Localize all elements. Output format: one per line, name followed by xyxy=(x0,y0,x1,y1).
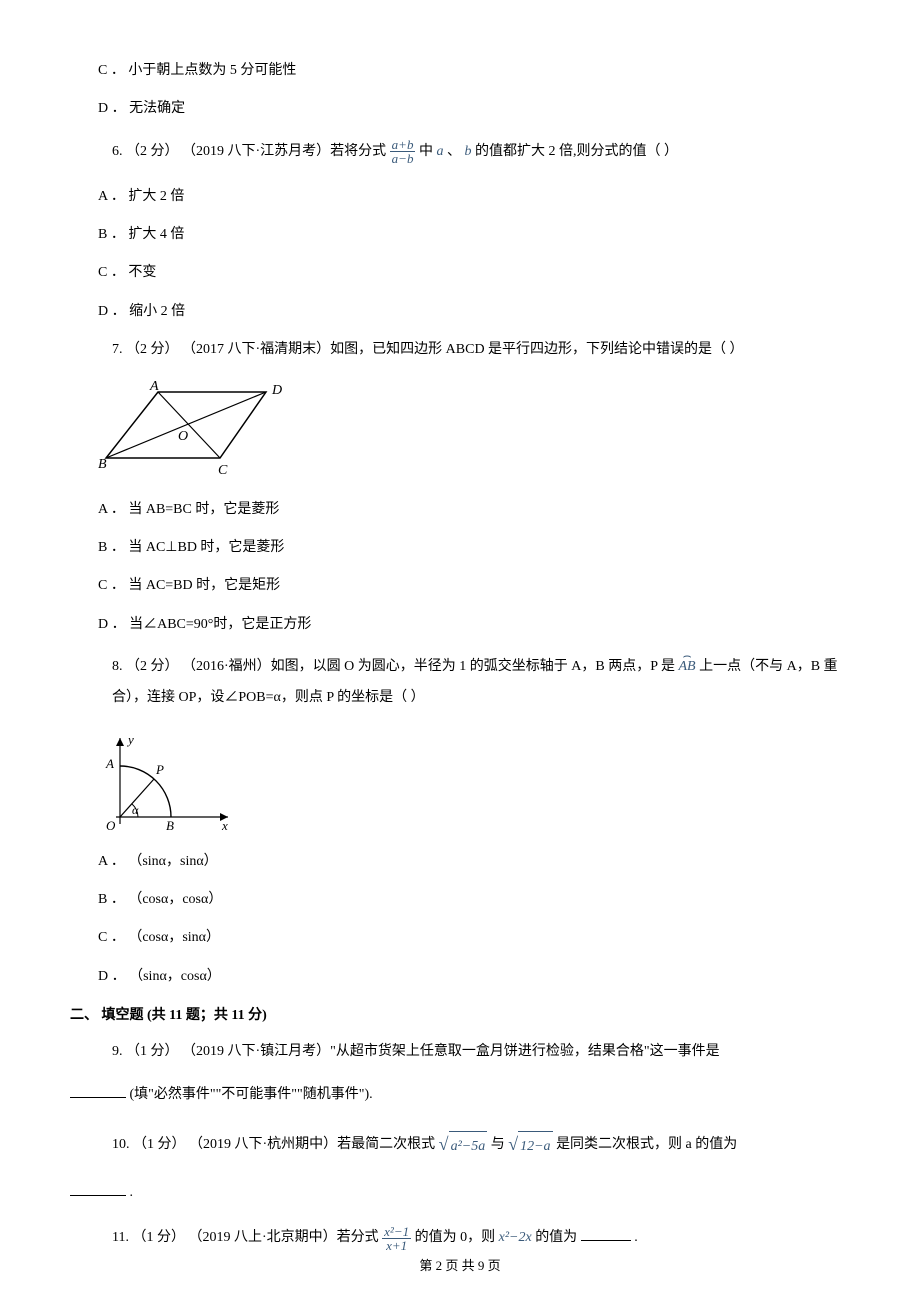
q10-line2: . xyxy=(70,1182,850,1201)
q6-var-b: b xyxy=(464,144,471,159)
q11-blank xyxy=(581,1227,631,1241)
q8-option-a: A ． （sinα，sinα） xyxy=(70,851,850,873)
svg-text:B: B xyxy=(166,818,174,832)
q10-sqrt1: √a²−5a xyxy=(439,1125,488,1165)
q7-option-d: D ． 当∠ABC=90°时，它是正方形 xyxy=(70,614,850,636)
q10-stem-post: 是同类二次根式，则 a 的值为 xyxy=(556,1137,737,1152)
svg-text:O: O xyxy=(178,429,188,444)
q11-expr: x²−2x xyxy=(499,1230,532,1245)
q6-var-a: a xyxy=(436,144,443,159)
q9-blank xyxy=(70,1084,126,1098)
q10-stem-mid: 与 xyxy=(491,1137,509,1152)
q8-arc-ab: AB xyxy=(679,652,696,683)
q6-option-c: C ． 不变 xyxy=(70,262,850,284)
svg-text:P: P xyxy=(155,762,164,777)
q10-stem-pre: 10. （1 分） （2019 八下·杭州期中）若最简二次根式 xyxy=(112,1137,439,1152)
q7-figure-container: A B C D O xyxy=(98,380,850,485)
q5-option-c: C ． 小于朝上点数为 5 分可能性 xyxy=(70,60,850,82)
q7-option-a: A ． 当 AB=BC 时，它是菱形 xyxy=(70,499,850,521)
q9-stem-line2: (填"必然事件""不可能事件""随机事件"). xyxy=(70,1084,850,1106)
svg-text:x: x xyxy=(221,818,228,832)
svg-text:D: D xyxy=(271,383,282,398)
svg-text:C: C xyxy=(218,463,228,478)
q6-fraction: a+b a−b xyxy=(390,138,416,165)
q8-option-c: C ． （cosα，sinα） xyxy=(70,927,850,949)
q10-sqrt2: √12−a xyxy=(508,1125,552,1165)
q6-stem-mid1: 中 xyxy=(419,144,437,159)
parallelogram-figure: A B C D O xyxy=(98,380,288,480)
coordinate-figure: y x O A B P α xyxy=(98,732,238,832)
q8-option-d: D ． （sinα，cosα） xyxy=(70,966,850,988)
q11-tail: . xyxy=(634,1230,638,1245)
q6-stem: 6. （2 分） （2019 八下·江苏月考）若将分式 a+b a−b 中 a … xyxy=(70,137,850,168)
q11-fraction: x²−1 x+1 xyxy=(382,1225,411,1252)
q6-option-b: B ． 扩大 4 倍 xyxy=(70,224,850,246)
q9-stem-post: (填"必然事件""不可能事件""随机事件"). xyxy=(130,1087,373,1102)
q6-stem-post: 的值都扩大 2 倍,则分式的值（ ） xyxy=(475,144,678,159)
q11-stem-post: 的值为 xyxy=(535,1230,577,1245)
q7-stem: 7. （2 分） （2017 八下·福清期末）如图，已知四边形 ABCD 是平行… xyxy=(70,339,850,361)
q9-stem: 9. （1 分） （2019 八下·镇江月考）"从超市货架上任意取一盒月饼进行检… xyxy=(70,1038,850,1066)
q7-option-b: B ． 当 AC⊥BD 时，它是菱形 xyxy=(70,537,850,559)
q6-stem-pre: 6. （2 分） （2019 八下·江苏月考）若将分式 xyxy=(112,144,390,159)
svg-text:α: α xyxy=(132,803,139,817)
svg-text:B: B xyxy=(98,457,107,472)
q10-tail: . xyxy=(130,1185,134,1200)
q10-stem: 10. （1 分） （2019 八下·杭州期中）若最简二次根式 √a²−5a 与… xyxy=(70,1125,850,1165)
svg-text:A: A xyxy=(105,756,114,771)
q8-stem: 8. （2 分） （2016·福州）如图，以圆 O 为圆心，半径为 1 的弧交坐… xyxy=(70,652,850,714)
q5-option-d: D ． 无法确定 xyxy=(70,98,850,120)
q6-stem-mid2: 、 xyxy=(447,144,465,159)
q8-option-b: B ． （cosα，cosα） xyxy=(70,889,850,911)
svg-text:A: A xyxy=(149,380,159,394)
q8-stem-pre: 8. （2 分） （2016·福州）如图，以圆 O 为圆心，半径为 1 的弧交坐… xyxy=(112,659,679,674)
q8-figure-container: y x O A B P α xyxy=(98,732,850,837)
q6-option-a: A ． 扩大 2 倍 xyxy=(70,186,850,208)
q10-blank xyxy=(70,1182,126,1196)
q6-option-d: D ． 缩小 2 倍 xyxy=(70,301,850,323)
section-2-title: 二、 填空题 (共 11 题；共 11 分) xyxy=(70,1004,850,1024)
svg-text:O: O xyxy=(106,818,116,832)
page-footer: 第 2 页 共 9 页 xyxy=(0,1255,920,1274)
svg-text:y: y xyxy=(126,732,134,747)
q11-stem-pre: 11. （1 分） （2019 八上·北京期中）若分式 xyxy=(112,1230,382,1245)
q9-stem-pre: 9. （1 分） （2019 八下·镇江月考）"从超市货架上任意取一盒月饼进行检… xyxy=(112,1044,720,1059)
q11-stem: 11. （1 分） （2019 八上·北京期中）若分式 x²−1 x+1 的值为… xyxy=(70,1223,850,1254)
q7-option-c: C ． 当 AC=BD 时，它是矩形 xyxy=(70,575,850,597)
q11-stem-mid: 的值为 0，则 xyxy=(415,1230,499,1245)
